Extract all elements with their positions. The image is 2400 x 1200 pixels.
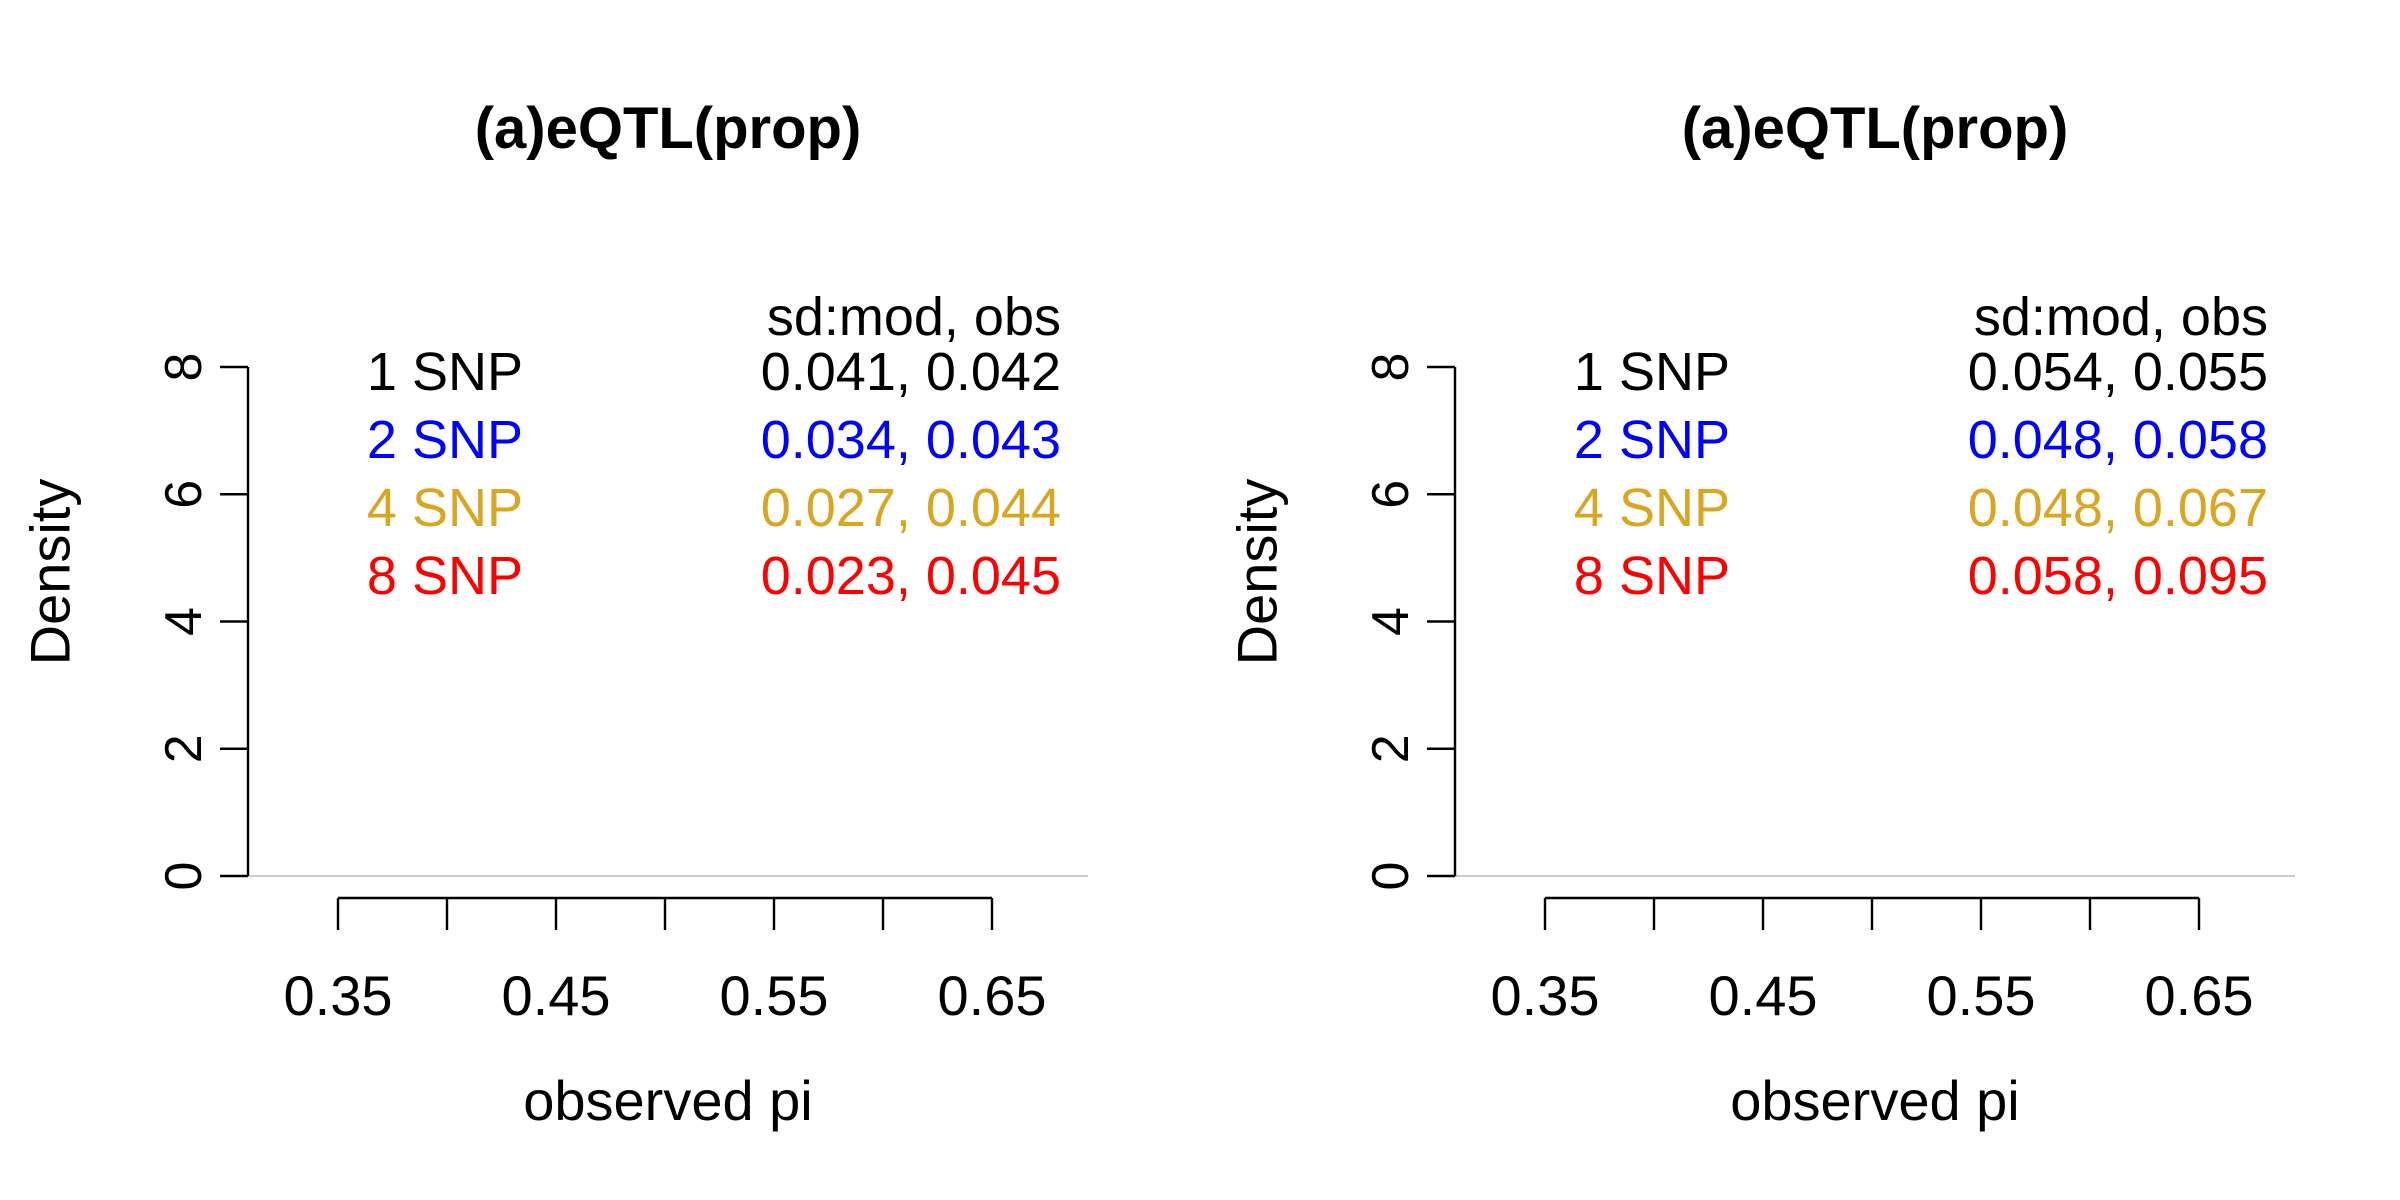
legend-entry-stats: 0.048, 0.067 <box>1968 478 2268 538</box>
x-tick-label: 0.65 <box>938 964 1047 1027</box>
y-tick-label: 4 <box>1362 607 1420 636</box>
legend-entry-stats: 0.023, 0.045 <box>761 546 1061 606</box>
legend-header: sd:mod, obs <box>1974 287 2268 347</box>
x-axis: 0.35 0.45 0.55 0.65 <box>284 896 1047 1027</box>
legend-entry-stats: 0.048, 0.058 <box>1968 410 2268 470</box>
legend: sd:mod, obs 1 SNP 0.054, 0.055 2 SNP 0.048, … <box>1574 287 2268 606</box>
legend-entry-stats: 0.054, 0.055 <box>1968 342 2268 402</box>
legend-entry-name: 2 SNP <box>1574 410 1730 470</box>
y-axis-label: Density <box>1226 479 1289 666</box>
legend-entry-stats: 0.027, 0.044 <box>761 478 1061 538</box>
legend-entry-name: 1 SNP <box>1574 342 1730 402</box>
y-tick-label: 2 <box>155 734 213 763</box>
y-tick-label: 4 <box>155 607 213 636</box>
legend-entry-name: 8 SNP <box>367 546 523 606</box>
y-tick-label: 2 <box>1362 734 1420 763</box>
legend-entry-name: 2 SNP <box>367 410 523 470</box>
y-tick-label: 8 <box>155 353 213 382</box>
legend-header: sd:mod, obs <box>767 287 1061 347</box>
y-axis-label: Density <box>19 479 82 666</box>
chart-panel-1: (a)eQTL(prop) 0 2 4 6 8 0.35 0.45 0.55 0.65 observ… <box>19 96 1088 1132</box>
legend-entry-stats: 0.058, 0.095 <box>1968 546 2268 606</box>
y-tick-label: 0 <box>155 862 213 891</box>
x-tick-label: 0.65 <box>2145 964 2254 1027</box>
legend-entry-name: 4 SNP <box>367 478 523 538</box>
legend-entry-stats: 0.041, 0.042 <box>761 342 1061 402</box>
x-axis: 0.35 0.45 0.55 0.65 <box>1491 896 2254 1027</box>
chart-title: (a)eQTL(prop) <box>475 96 862 161</box>
chart-title: (a)eQTL(prop) <box>1682 96 2069 161</box>
legend-entry-name: 8 SNP <box>1574 546 1730 606</box>
y-tick-label: 6 <box>155 480 213 509</box>
x-tick-label: 0.55 <box>720 964 829 1027</box>
y-tick-label: 0 <box>1362 862 1420 891</box>
x-tick-label: 0.55 <box>1927 964 2036 1027</box>
x-axis-label: observed pi <box>1730 1069 2020 1132</box>
y-axis: 0 2 4 6 8 <box>1362 353 1457 891</box>
legend: sd:mod, obs 1 SNP 0.041, 0.042 2 SNP 0.034, … <box>367 287 1061 606</box>
legend-entry-name: 4 SNP <box>1574 478 1730 538</box>
legend-entry-stats: 0.034, 0.043 <box>761 410 1061 470</box>
chart-panel-2: (a)eQTL(prop) 0 2 4 6 8 0.35 0.45 0.55 0.65 observ… <box>1226 96 2295 1132</box>
legend-entry-name: 1 SNP <box>367 342 523 402</box>
y-tick-label: 8 <box>1362 353 1420 382</box>
x-tick-label: 0.45 <box>502 964 611 1027</box>
y-axis: 0 2 4 6 8 <box>155 353 250 891</box>
x-axis-label: observed pi <box>523 1069 813 1132</box>
x-tick-label: 0.45 <box>1709 964 1818 1027</box>
x-tick-label: 0.35 <box>284 964 393 1027</box>
y-tick-label: 6 <box>1362 480 1420 509</box>
x-tick-label: 0.35 <box>1491 964 1600 1027</box>
